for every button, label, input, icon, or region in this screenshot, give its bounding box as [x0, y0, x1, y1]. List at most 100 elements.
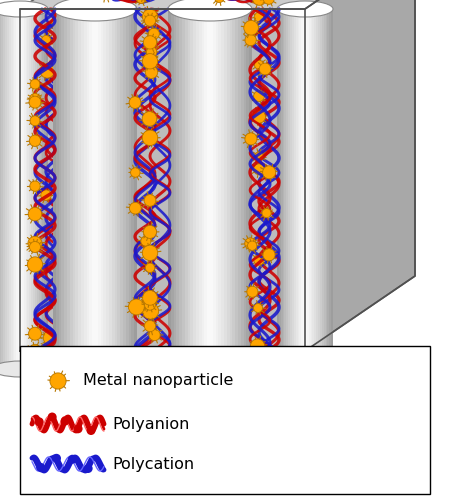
Polygon shape [249, 9, 252, 369]
Circle shape [244, 20, 258, 35]
Polygon shape [56, 9, 58, 369]
Polygon shape [312, 9, 315, 369]
Text: Polyanion: Polyanion [112, 417, 189, 432]
Circle shape [74, 424, 83, 433]
Circle shape [61, 417, 70, 426]
Circle shape [50, 373, 66, 389]
Polygon shape [294, 9, 296, 369]
Polygon shape [193, 9, 196, 369]
Circle shape [29, 344, 41, 356]
Polygon shape [7, 9, 9, 369]
Circle shape [142, 9, 157, 24]
Ellipse shape [0, 1, 48, 17]
Circle shape [86, 426, 95, 435]
Circle shape [40, 64, 54, 78]
Circle shape [263, 0, 274, 4]
Polygon shape [81, 9, 84, 369]
Polygon shape [235, 9, 238, 369]
Circle shape [252, 110, 266, 123]
Polygon shape [188, 9, 190, 369]
Circle shape [27, 257, 43, 272]
Circle shape [259, 63, 271, 75]
Polygon shape [221, 9, 224, 369]
Polygon shape [86, 9, 90, 369]
Circle shape [41, 190, 51, 201]
Polygon shape [16, 9, 18, 369]
Circle shape [41, 35, 51, 44]
Polygon shape [90, 9, 92, 369]
Polygon shape [72, 9, 76, 369]
Polygon shape [315, 9, 316, 369]
Circle shape [136, 0, 146, 3]
Circle shape [68, 455, 77, 464]
Circle shape [58, 128, 73, 144]
Circle shape [35, 417, 44, 426]
Circle shape [142, 245, 157, 260]
Polygon shape [78, 9, 81, 369]
Polygon shape [20, 9, 22, 369]
Circle shape [143, 290, 158, 305]
Circle shape [245, 238, 256, 250]
Polygon shape [53, 9, 56, 369]
Circle shape [245, 133, 257, 145]
Polygon shape [328, 9, 329, 369]
Circle shape [254, 60, 264, 69]
Polygon shape [288, 9, 290, 369]
Circle shape [247, 286, 258, 297]
Polygon shape [182, 9, 185, 369]
Ellipse shape [277, 1, 333, 17]
Polygon shape [218, 9, 221, 369]
Circle shape [29, 242, 40, 252]
Polygon shape [329, 9, 331, 369]
Polygon shape [318, 9, 320, 369]
Ellipse shape [168, 357, 252, 381]
Polygon shape [39, 9, 40, 369]
Polygon shape [307, 9, 309, 369]
Circle shape [129, 299, 144, 315]
Circle shape [254, 254, 264, 265]
Circle shape [142, 130, 158, 146]
Polygon shape [247, 9, 249, 369]
Polygon shape [305, 0, 415, 351]
Polygon shape [286, 9, 288, 369]
Polygon shape [1, 9, 3, 369]
Polygon shape [292, 9, 294, 369]
Polygon shape [309, 9, 310, 369]
Polygon shape [322, 9, 324, 369]
Circle shape [130, 202, 141, 214]
Polygon shape [0, 9, 1, 369]
Polygon shape [134, 9, 137, 369]
Polygon shape [179, 9, 182, 369]
Polygon shape [199, 9, 202, 369]
Polygon shape [331, 9, 333, 369]
Text: Polycation: Polycation [112, 457, 194, 472]
Polygon shape [310, 9, 312, 369]
Polygon shape [126, 9, 129, 369]
Polygon shape [131, 9, 134, 369]
Circle shape [144, 15, 156, 26]
Ellipse shape [168, 0, 252, 21]
Circle shape [145, 263, 155, 272]
Polygon shape [31, 9, 33, 369]
Polygon shape [5, 9, 7, 369]
Circle shape [43, 342, 54, 353]
Polygon shape [106, 9, 109, 369]
Circle shape [215, 0, 224, 2]
Circle shape [143, 303, 159, 319]
Polygon shape [230, 9, 232, 369]
Circle shape [36, 463, 45, 472]
Polygon shape [112, 9, 115, 369]
Circle shape [29, 93, 40, 104]
Circle shape [48, 413, 57, 422]
Polygon shape [9, 9, 11, 369]
Circle shape [52, 454, 61, 463]
Polygon shape [325, 9, 328, 369]
Polygon shape [283, 9, 284, 369]
Polygon shape [281, 9, 283, 369]
Circle shape [142, 299, 151, 308]
Polygon shape [98, 9, 101, 369]
Polygon shape [13, 9, 14, 369]
Polygon shape [35, 9, 37, 369]
Circle shape [28, 208, 42, 221]
Ellipse shape [53, 357, 137, 381]
